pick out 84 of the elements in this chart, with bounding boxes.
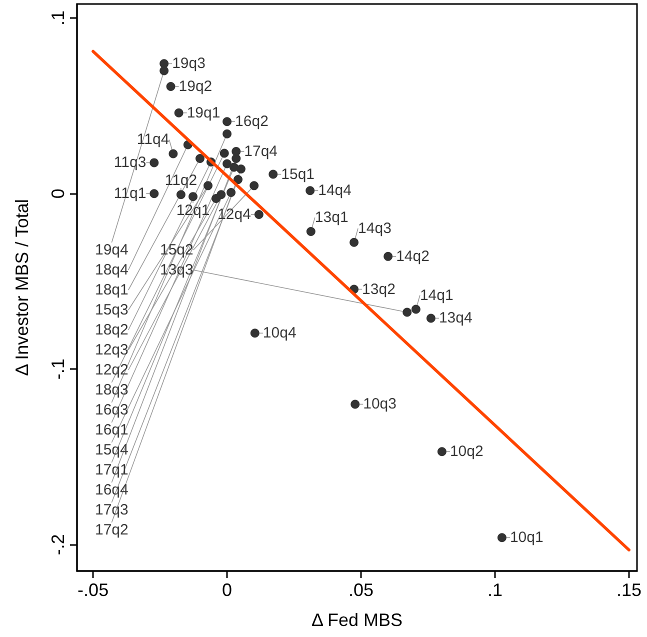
data-label: 16q4 <box>95 482 128 498</box>
point <box>168 149 178 158</box>
data-label: 19q3 <box>172 55 206 72</box>
y-axis-title: Δ Investor MBS / Total <box>12 199 32 376</box>
data-label: 11q4 <box>136 131 170 148</box>
point <box>306 227 316 236</box>
y-tick-label: 0 <box>48 188 68 199</box>
data-label: 12q1 <box>176 202 210 220</box>
point <box>411 304 420 314</box>
data-label: 11q2 <box>164 172 198 190</box>
point <box>220 148 229 158</box>
data-label: 17q3 <box>95 502 128 518</box>
data-label: 12q4 <box>218 206 251 223</box>
data-label: 10q3 <box>363 396 396 413</box>
data-label: 15q4 <box>95 442 128 458</box>
x-tick-label: .15 <box>616 580 642 600</box>
data-label: 10q4 <box>262 324 296 342</box>
data-label: 18q1 <box>95 282 128 298</box>
x-tick-label: .1 <box>487 580 502 600</box>
point <box>160 66 169 76</box>
data-label: 14q2 <box>396 248 430 265</box>
y-tick-label: .1 <box>48 10 68 26</box>
data-label: 18q3 <box>95 382 128 398</box>
point <box>250 328 260 338</box>
point <box>226 188 236 198</box>
point <box>166 82 176 91</box>
data-label: 13q1 <box>314 209 348 226</box>
x-tick-label: .05 <box>348 580 374 600</box>
data-label: 12q2 <box>95 362 128 378</box>
y-tick-label: -.2 <box>48 534 68 556</box>
data-label: 13q4 <box>438 310 472 327</box>
point <box>232 146 241 156</box>
data-label: 17q1 <box>95 462 128 478</box>
data-label: 17q2 <box>95 522 128 538</box>
data-label: 18q4 <box>95 262 128 278</box>
data-label: 17q4 <box>244 142 278 160</box>
data-label: 14q3 <box>358 220 392 237</box>
data-label: 14q4 <box>318 182 352 200</box>
point <box>150 189 159 198</box>
point <box>212 194 221 203</box>
data-label: 15q1 <box>281 166 315 183</box>
data-label: 12q3 <box>95 342 128 358</box>
point <box>222 159 232 168</box>
point <box>350 238 359 247</box>
data-label: 19q1 <box>186 104 220 122</box>
data-label: 19q4 <box>95 242 128 258</box>
point <box>426 314 436 323</box>
data-label: 15q3 <box>95 302 128 318</box>
x-tick-label: -.05 <box>78 580 109 600</box>
point <box>222 129 232 138</box>
data-label: 19q2 <box>178 78 212 96</box>
point <box>204 181 213 190</box>
point <box>188 192 198 202</box>
x-axis-title: Δ Fed MBS <box>311 610 403 630</box>
data-label: 10q1 <box>510 529 544 546</box>
data-label: 13q2 <box>362 280 396 298</box>
data-label: 16q3 <box>95 402 128 418</box>
point <box>174 108 184 118</box>
point <box>250 181 259 190</box>
data-label: 11q1 <box>114 185 146 202</box>
point <box>254 210 264 219</box>
point <box>195 154 204 163</box>
point <box>306 186 315 196</box>
point <box>497 533 506 542</box>
point <box>176 190 186 200</box>
data-label: 15q2 <box>160 242 194 258</box>
point <box>384 252 393 261</box>
point <box>402 308 412 317</box>
data-label: 11q3 <box>114 154 146 172</box>
data-label: 13q3 <box>160 262 194 278</box>
point <box>234 175 243 184</box>
point <box>150 158 159 168</box>
point <box>437 447 446 456</box>
point <box>268 170 278 179</box>
data-label: 14q1 <box>420 286 454 304</box>
data-label: 10q2 <box>450 443 484 460</box>
point <box>350 400 360 409</box>
point <box>236 164 246 174</box>
x-tick-label: 0 <box>222 580 232 600</box>
point <box>222 117 232 126</box>
data-label: 16q2 <box>235 113 268 130</box>
data-label: 16q1 <box>95 422 128 438</box>
data-label: 18q2 <box>95 322 128 338</box>
y-tick-label: -.1 <box>48 358 68 380</box>
